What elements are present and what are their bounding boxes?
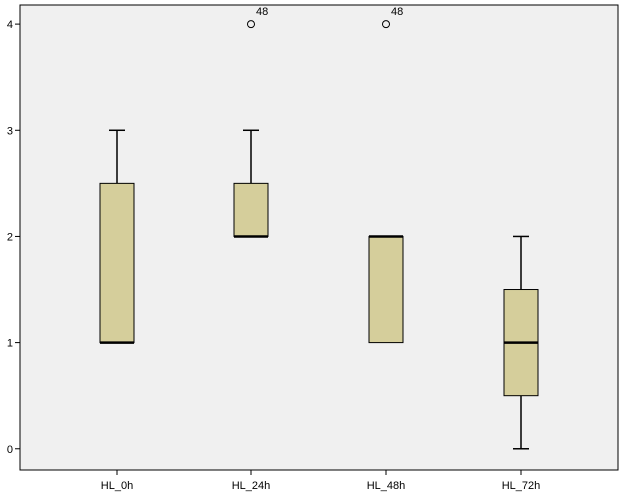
y-axis: 0 1 2 3 4 (7, 19, 20, 456)
outlier-label: 48 (391, 6, 403, 18)
iqr-box (233, 182, 269, 237)
box-hl-48h (368, 235, 404, 344)
box-hl-0h (99, 129, 135, 344)
box-hl-24h (233, 129, 269, 238)
x-tick-label: HL_48h (367, 480, 406, 492)
outlier-point (247, 20, 255, 29)
y-tick-label: 3 (7, 125, 13, 137)
outlier-point (382, 20, 390, 29)
x-tick-label: HL_24h (232, 480, 271, 492)
outlier-label: 48 (256, 6, 268, 18)
iqr-box (368, 235, 404, 344)
boxes (99, 129, 539, 450)
iqr-box (99, 182, 135, 344)
y-tick-label: 0 (7, 444, 13, 456)
x-tick-label: HL_72h (502, 480, 541, 492)
x-axis: HL_0h HL_24h HL_48h HL_72h (101, 470, 540, 492)
outliers: 48 48 (247, 6, 403, 29)
box-hl-72h (503, 235, 539, 450)
y-tick-label: 2 (7, 231, 13, 243)
x-tick-label: HL_0h (101, 480, 133, 492)
y-tick-label: 4 (7, 19, 13, 31)
y-tick-label: 1 (7, 338, 13, 350)
